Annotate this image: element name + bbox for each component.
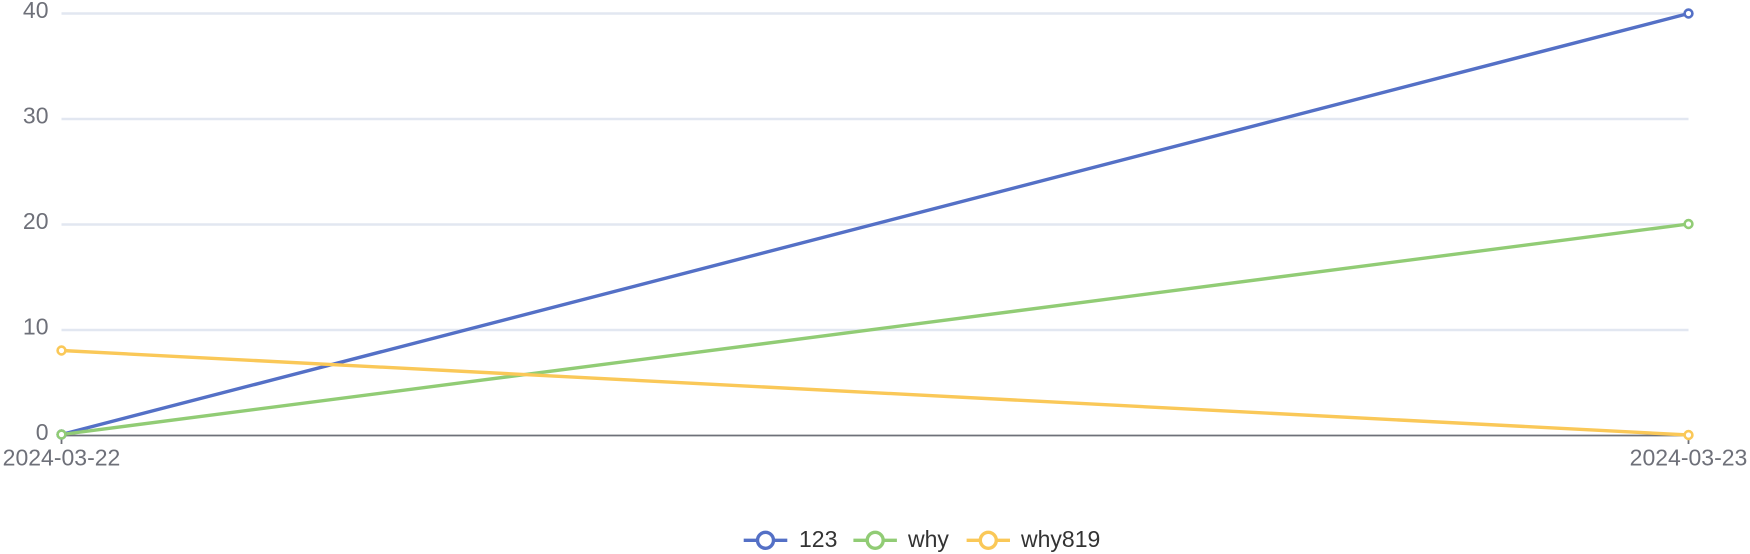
svg-text:why819: why819 — [1020, 526, 1100, 552]
svg-text:2024-03-22: 2024-03-22 — [3, 445, 121, 471]
svg-text:30: 30 — [23, 103, 49, 129]
svg-text:2024-03-23: 2024-03-23 — [1630, 445, 1748, 471]
svg-text:123: 123 — [799, 526, 837, 552]
svg-text:10: 10 — [23, 314, 49, 340]
svg-text:0: 0 — [36, 419, 49, 445]
svg-text:40: 40 — [23, 0, 49, 23]
svg-text:20: 20 — [23, 208, 49, 234]
svg-text:why: why — [907, 526, 949, 552]
